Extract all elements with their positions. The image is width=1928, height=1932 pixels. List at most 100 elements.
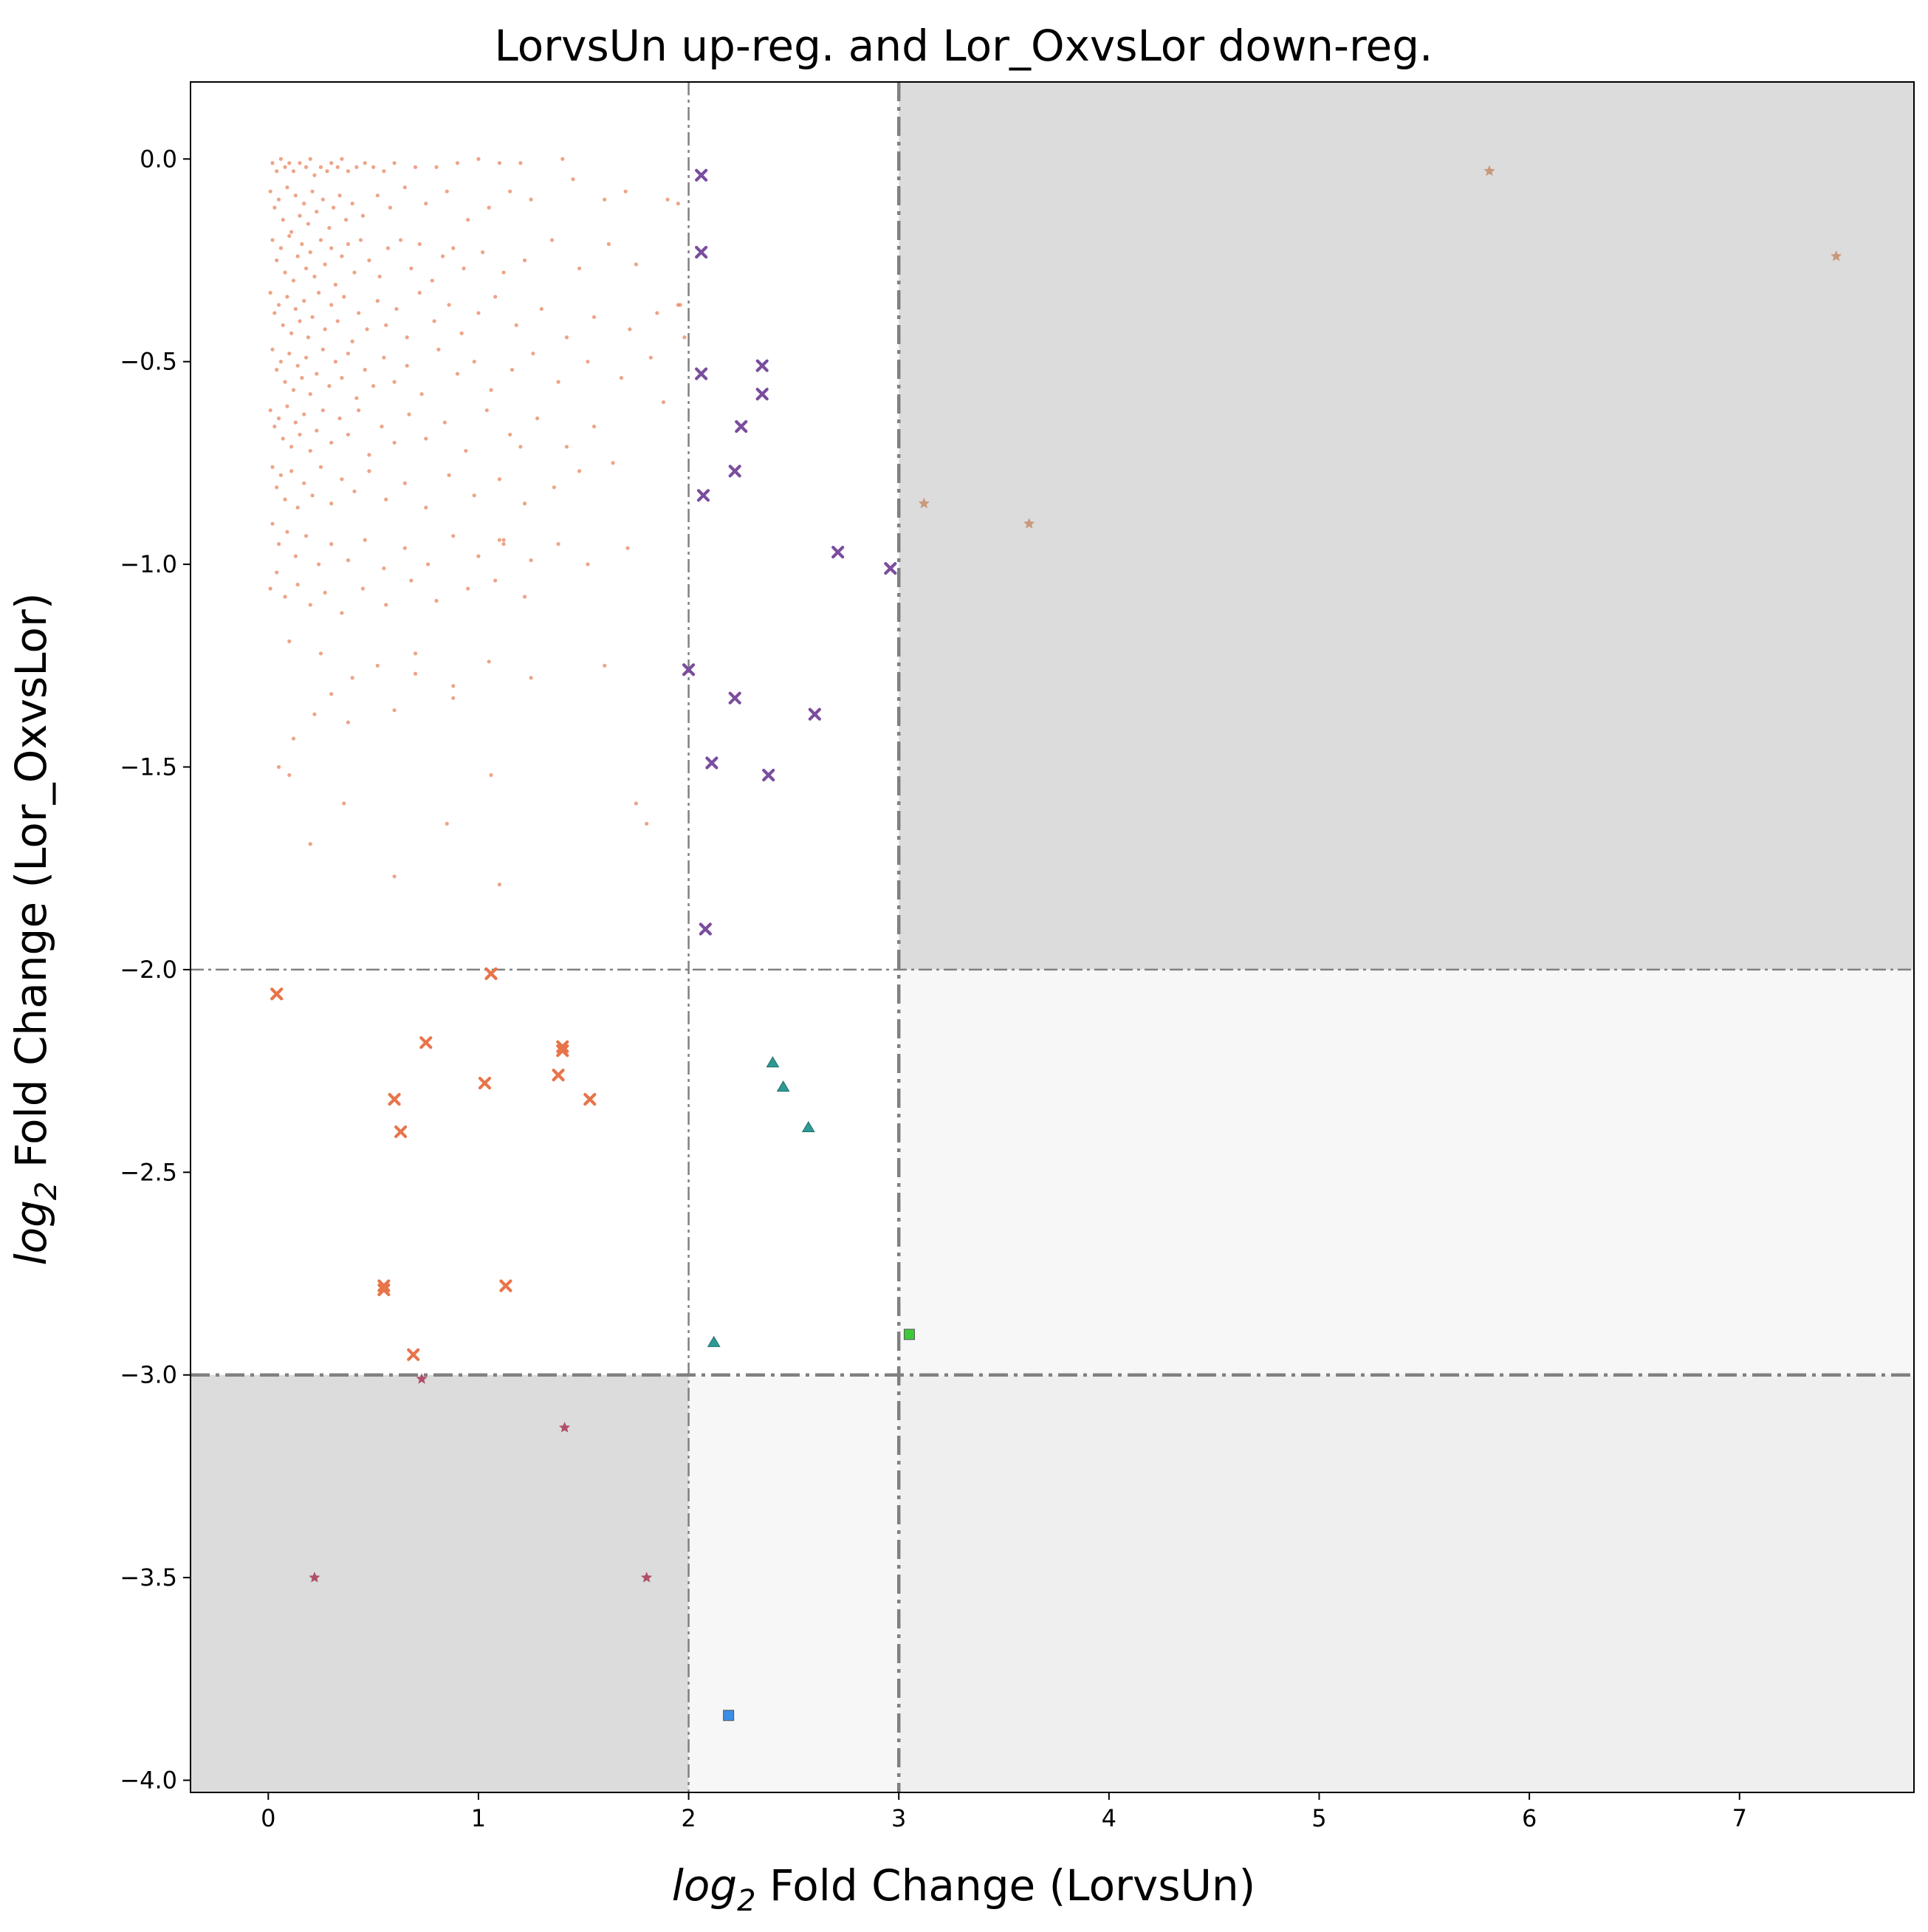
data-point-s0-271: [634, 801, 639, 806]
data-point-s0-231: [501, 538, 506, 542]
data-point-s0-164: [619, 376, 624, 380]
y-tick-label: −0.5: [120, 348, 177, 376]
data-point-s0-29: [272, 205, 277, 210]
data-point-s0-107: [310, 315, 315, 319]
data-point-s0-149: [354, 396, 359, 400]
data-point-s0-219: [285, 530, 289, 534]
data-point-s0-43: [337, 193, 342, 198]
data-point-s0-268: [392, 874, 397, 879]
data-point-s0-167: [272, 424, 277, 429]
data-point-s0-105: [302, 298, 306, 303]
data-point-s0-137: [287, 352, 292, 356]
shaded-region-2: [899, 1374, 1914, 1792]
data-point-s0-26: [518, 161, 523, 165]
data-point-s0-77: [346, 242, 351, 247]
data-point-s0-281: [329, 692, 334, 696]
data-point-s3-3: [1023, 518, 1035, 529]
data-point-s0-176: [315, 428, 319, 433]
data-point-s0-111: [335, 319, 340, 323]
data-point-s0-1: [275, 169, 279, 174]
data-point-s0-95: [606, 242, 611, 247]
x-tick-label: 1: [471, 1804, 486, 1832]
data-point-s0-198: [289, 469, 294, 473]
data-point-s0-254: [413, 651, 418, 656]
data-point-s0-200: [302, 481, 306, 485]
data-point-s0-156: [436, 347, 441, 352]
data-point-s0-74: [329, 246, 334, 250]
data-point-s0-181: [357, 408, 361, 413]
data-point-s1-8: [583, 1092, 597, 1106]
data-point-s0-184: [392, 440, 397, 445]
data-point-s0-237: [275, 570, 279, 575]
y-axis-ticks: 0.0 −0.5 −1.0 −1.5 −2.0 −2.5 −3.0 −3.5 −4.0: [120, 145, 191, 1795]
data-point-s0-152: [382, 355, 386, 360]
data-point-s0-269: [445, 821, 449, 826]
data-point-s0-177: [320, 408, 325, 413]
x-tick-label: 7: [1732, 1804, 1747, 1832]
data-point-s0-232: [529, 558, 533, 563]
data-point-s0-56: [571, 177, 575, 182]
data-point-s0-83: [399, 238, 403, 242]
data-point-s0-249: [522, 595, 527, 599]
data-point-s0-90: [481, 250, 485, 255]
data-point-s0-62: [275, 258, 279, 263]
data-points: [268, 157, 1842, 1722]
data-point-s0-247: [466, 586, 470, 591]
data-point-s4-2: [309, 1572, 320, 1583]
data-point-s0-124: [476, 311, 481, 315]
data-point-s0-104: [298, 319, 302, 323]
data-point-s0-270: [497, 883, 502, 887]
data-point-s0-9: [312, 173, 317, 177]
data-point-s0-144: [320, 347, 325, 352]
data-point-s0-136: [283, 380, 287, 384]
data-point-s0-129: [591, 315, 597, 319]
data-point-s0-94: [577, 266, 582, 271]
data-point-s0-8: [308, 157, 312, 161]
data-point-s0-91: [501, 270, 506, 275]
data-point-s0-182: [367, 453, 371, 457]
data-point-s2-7: [696, 489, 710, 502]
plot-frame: [190, 81, 1915, 1793]
data-point-s0-262: [346, 720, 351, 724]
data-point-s0-170: [285, 404, 289, 408]
data-point-s0-235: [625, 546, 630, 550]
data-point-s0-61: [270, 238, 275, 242]
data-point-s0-38: [310, 189, 315, 193]
data-point-s0-128: [564, 335, 569, 340]
data-point-s0-119: [405, 335, 409, 340]
data-point-s0-188: [464, 448, 468, 453]
data-point-s0-134: [275, 368, 279, 372]
data-point-s0-25: [497, 161, 502, 165]
data-point-s0-102: [289, 331, 294, 335]
data-point-s0-178: [329, 440, 334, 445]
data-point-s0-64: [283, 270, 287, 275]
data-point-s0-139: [295, 363, 300, 368]
data-point-s0-189: [484, 408, 489, 413]
data-point-s0-256: [392, 708, 397, 713]
data-point-s2-13: [705, 756, 718, 770]
data-point-s0-226: [382, 566, 386, 571]
data-point-s0-259: [603, 663, 607, 668]
data-point-s0-78: [352, 270, 357, 275]
data-point-s0-241: [323, 590, 327, 595]
data-point-s0-133: [270, 347, 275, 352]
data-point-s0-165: [648, 355, 653, 360]
data-point-s5-0: [766, 1056, 780, 1068]
x-tick-label: 6: [1522, 1804, 1537, 1832]
data-point-s0-142: [308, 391, 312, 397]
data-point-s0-264: [287, 773, 292, 778]
data-point-s0-45: [350, 202, 354, 206]
data-point-s0-278: [678, 303, 682, 307]
data-point-s0-245: [409, 578, 414, 583]
data-point-s0-112: [342, 295, 346, 299]
data-point-s0-18: [371, 165, 376, 169]
data-point-s0-53: [487, 205, 491, 210]
y-tick-label: 0.0: [140, 145, 177, 173]
data-point-s0-183: [380, 424, 384, 429]
data-point-s0-59: [665, 197, 670, 202]
data-point-s0-140: [300, 376, 304, 380]
data-point-s5-1: [776, 1080, 790, 1092]
data-point-s0-46: [360, 213, 365, 218]
data-point-s0-150: [363, 368, 367, 372]
data-point-s0-109: [323, 327, 327, 332]
